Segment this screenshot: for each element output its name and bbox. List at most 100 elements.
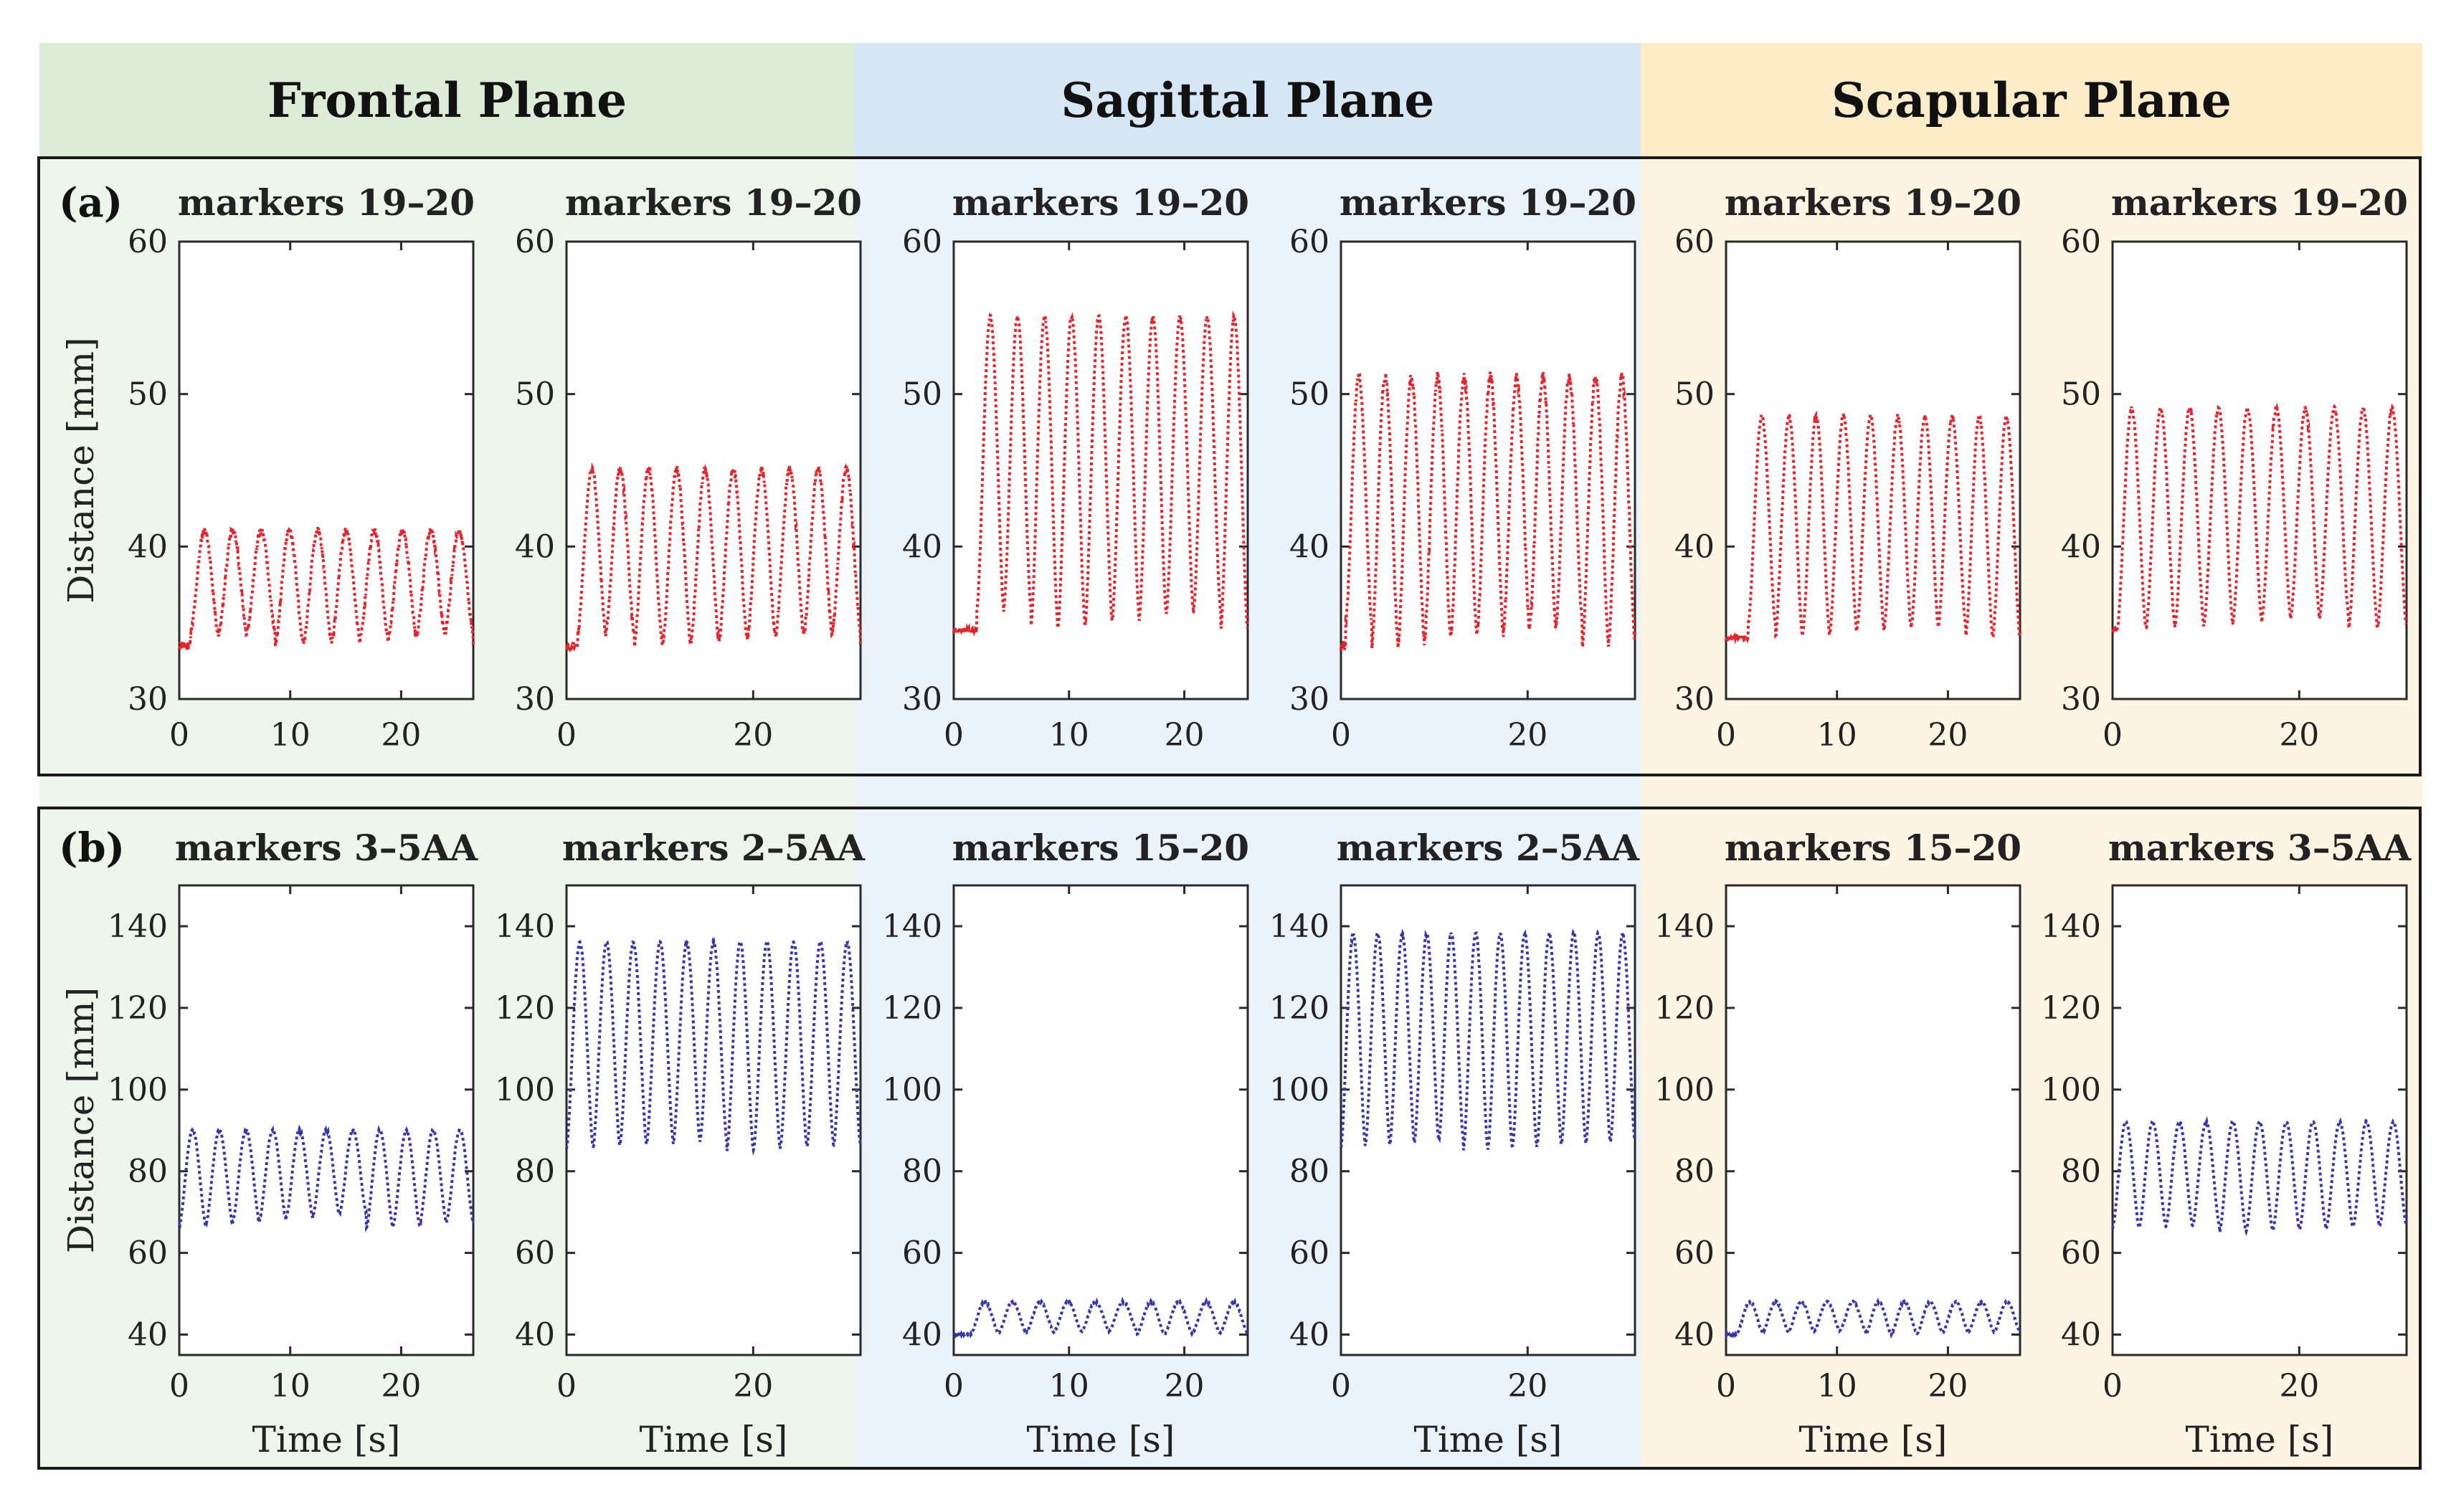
panel-b-1-title: markers 3–5AA xyxy=(175,827,478,869)
panel-b-3-xtick-label: 10 xyxy=(1049,1368,1089,1404)
panel-a-2-ytick-label: 50 xyxy=(515,376,555,413)
panel-a-1-series-line xyxy=(178,524,475,650)
panel-a-1-ylabel: Distance [mm] xyxy=(60,337,102,603)
panel-b-5-title: markers 15–20 xyxy=(1725,827,2021,869)
panel-a-3-title: markers 19–20 xyxy=(952,181,1249,224)
panel-a-2-plot-area xyxy=(565,240,862,700)
panel-b-6-title: markers 3–5AA xyxy=(2108,827,2412,869)
panel-b-1-xtick-label: 20 xyxy=(381,1368,421,1404)
panel-a-4-series-line xyxy=(1340,370,1636,651)
panel-a-4-title: markers 19–20 xyxy=(1340,181,1636,224)
panel-a-2-xtick-label: 20 xyxy=(733,717,773,753)
panel-b-1-ylabel: Distance [mm] xyxy=(60,987,102,1253)
panel-b-3-ytick-label: 140 xyxy=(882,908,942,945)
panel-b-6-xtick-label: 0 xyxy=(2103,1368,2123,1404)
panel-b-1-ytick-label: 140 xyxy=(108,908,168,945)
panel-b-1-series-line xyxy=(178,1123,475,1232)
panel-b-6-ytick-label: 120 xyxy=(2041,990,2101,1027)
panel-b-2-xtick-label: 0 xyxy=(556,1368,577,1404)
panel-b-5-ytick-label: 120 xyxy=(1654,990,1715,1027)
panel-b-5-ytick-label: 40 xyxy=(1674,1317,1715,1354)
panel-b-6-xlabel: Time [s] xyxy=(2186,1419,2334,1460)
panel-b-2-series-line xyxy=(565,936,862,1156)
panel-a-1-ytick-label: 60 xyxy=(128,224,168,260)
panel-b-1-xlabel: Time [s] xyxy=(252,1419,401,1460)
panel-a-3-xtick-label: 10 xyxy=(1049,717,1089,753)
panel-b-6-ytick-label: 140 xyxy=(2041,908,2101,945)
panel-a-3-plot-area xyxy=(952,240,1249,700)
panel-a-2-ytick-label: 40 xyxy=(515,528,555,565)
panel-b-5-ytick-label: 60 xyxy=(1674,1235,1715,1272)
panel-b-2-ytick-label: 140 xyxy=(495,908,555,945)
panel-a-6-xtick-label: 20 xyxy=(2279,717,2319,753)
panel-a-1-ytick-label: 40 xyxy=(128,528,168,565)
panel-b-3-title: markers 15–20 xyxy=(952,827,1249,869)
row-b-frame xyxy=(37,807,2422,1470)
panel-b-4-xtick-label: 20 xyxy=(1507,1368,1547,1404)
panel-a-5-ytick-label: 60 xyxy=(1674,224,1715,260)
panel-a-6-xtick-label: 0 xyxy=(2103,717,2123,753)
panel-b-6-ytick-label: 80 xyxy=(2061,1154,2101,1190)
panel-b-4-plot-area xyxy=(1340,884,1636,1356)
panel-b-5-xtick-label: 20 xyxy=(1928,1368,1968,1404)
panel-a-3-xtick-label: 20 xyxy=(1165,717,1205,753)
panel-a-5-series-line xyxy=(1725,410,2021,645)
panel-a-5-plot-area xyxy=(1725,240,2021,700)
panel-b-5-ytick-label: 80 xyxy=(1674,1154,1715,1190)
panel-a-4-ytick-label: 60 xyxy=(1289,224,1329,260)
panel-a-1-xtick-label: 0 xyxy=(169,717,189,753)
panel-a-3-ytick-label: 50 xyxy=(902,376,942,413)
panel-b-4-xtick-label: 0 xyxy=(1331,1368,1351,1404)
panel-b-1-xtick-label: 0 xyxy=(169,1368,189,1404)
panel-a-2-xtick-label: 0 xyxy=(556,717,577,753)
panel-b-6-ytick-label: 40 xyxy=(2061,1317,2101,1354)
panel-a-1-xtick-label: 10 xyxy=(270,717,311,753)
panel-a-1-plot-area xyxy=(178,240,475,700)
panel-b-1-ytick-label: 40 xyxy=(128,1317,168,1354)
frontal-plane-header: Frontal Plane xyxy=(39,43,855,158)
panel-a-5-ytick-label: 30 xyxy=(1674,681,1715,718)
panel-b-3-ytick-label: 80 xyxy=(902,1154,942,1190)
panel-b-2-plot-area xyxy=(565,884,862,1356)
panel-b-3-ytick-label: 40 xyxy=(902,1317,942,1354)
panel-b-3-ytick-label: 100 xyxy=(882,1072,942,1108)
row-a-frame xyxy=(37,156,2422,776)
panel-a-1-ytick-label: 30 xyxy=(128,681,168,718)
panel-b-4-ytick-label: 40 xyxy=(1289,1317,1329,1354)
panel-b-3-xtick-label: 20 xyxy=(1165,1368,1205,1404)
panel-b-6-series-line xyxy=(2111,1116,2408,1237)
panel-b-2-ytick-label: 40 xyxy=(515,1317,555,1354)
panel-a-4-xtick-label: 0 xyxy=(1331,717,1351,753)
panel-b-5-ytick-label: 100 xyxy=(1654,1072,1715,1108)
panel-a-5-xtick-label: 0 xyxy=(1716,717,1736,753)
panel-b-1-plot-area xyxy=(178,884,475,1356)
panel-a-3-ytick-label: 40 xyxy=(902,528,942,565)
panel-a-6-ytick-label: 40 xyxy=(2061,528,2101,565)
panel-b-2-ytick-label: 80 xyxy=(515,1154,555,1190)
sagittal-plane-header: Sagittal Plane xyxy=(855,43,1641,158)
panel-a-4-ytick-label: 50 xyxy=(1289,376,1329,413)
panel-b-2-title: markers 2–5AA xyxy=(562,827,866,869)
panel-b-6-xtick-label: 20 xyxy=(2279,1368,2319,1404)
scapular-plane-header: Scapular Plane xyxy=(1641,43,2422,158)
panel-a-6-ytick-label: 30 xyxy=(2061,681,2101,718)
panel-a-3-ytick-label: 60 xyxy=(902,224,942,260)
panel-a-5-title: markers 19–20 xyxy=(1725,181,2021,224)
panel-b-4-ytick-label: 140 xyxy=(1269,908,1329,945)
panel-b-3-xlabel: Time [s] xyxy=(1027,1419,1175,1460)
panel-a-3-series-line xyxy=(952,310,1249,637)
panel-b-2-ytick-label: 100 xyxy=(495,1072,555,1108)
panel-a-3-ytick-label: 30 xyxy=(902,681,942,718)
panel-a-4-ytick-label: 40 xyxy=(1289,528,1329,565)
panel-a-3-xtick-label: 0 xyxy=(944,717,964,753)
panel-a-5-ytick-label: 50 xyxy=(1674,376,1715,413)
panel-a-2-ytick-label: 30 xyxy=(515,681,555,718)
panel-a-6-plot-area xyxy=(2111,240,2408,700)
panel-b-2-ytick-label: 120 xyxy=(495,990,555,1027)
panel-a-6-ytick-label: 50 xyxy=(2061,376,2101,413)
panel-a-2-title: markers 19–20 xyxy=(565,181,862,224)
panel-b-5-xtick-label: 0 xyxy=(1716,1368,1736,1404)
panel-a-2-series-line xyxy=(565,462,862,653)
